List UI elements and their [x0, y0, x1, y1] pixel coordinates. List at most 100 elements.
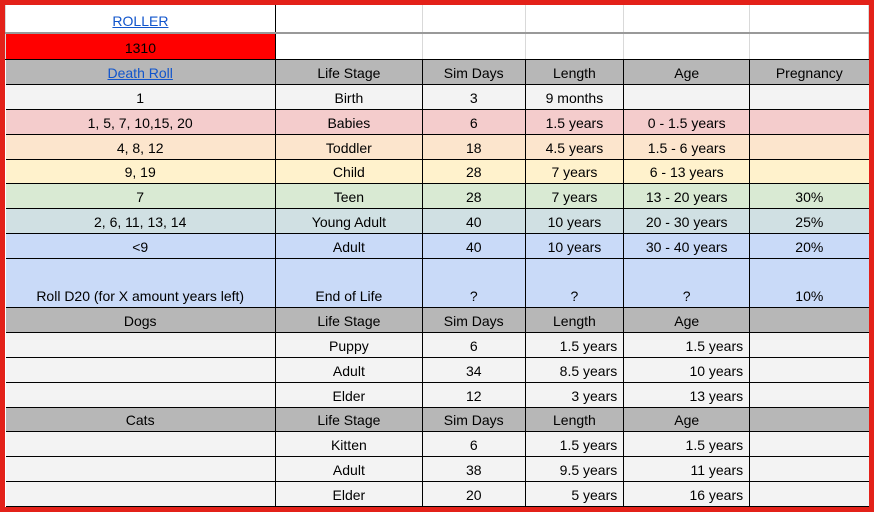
life-stage-cell: Toddler [274, 133, 423, 160]
roll-result-row: 1310 [5, 32, 869, 61]
pregnancy-cell: 10% [749, 257, 869, 309]
length-cell: 7 years [524, 183, 625, 210]
pregnancy-cell: 20% [749, 232, 869, 259]
empty-cell [274, 5, 423, 34]
length-cell: 4.5 years [524, 133, 625, 160]
length-cell: 3 years [524, 381, 625, 408]
dogs-section-title: Dogs [5, 307, 276, 334]
length-cell: 8.5 years [524, 357, 625, 383]
life-stage-header-cell: Life Stage [274, 406, 423, 433]
sim-days-cell: 18 [421, 133, 526, 160]
life-stage-cell: Puppy [274, 332, 423, 359]
life-stage-cell: Babies [274, 108, 423, 135]
empty-cell [749, 406, 869, 433]
sims-row-child: 9, 19 Child 28 7 years 6 - 13 years [5, 158, 869, 185]
life-stage-cell: Kitten [274, 431, 423, 458]
empty-cell [749, 357, 869, 383]
sim-days-cell: 28 [421, 158, 526, 185]
length-cell: 7 years [524, 158, 625, 185]
sims-row-teen: 7 Teen 28 7 years 13 - 20 years 30% [5, 183, 869, 210]
length-header-cell: Length [524, 59, 625, 86]
roller-link[interactable]: ROLLER [112, 12, 169, 29]
age-cell: 13 years [623, 381, 751, 408]
sims-row-adult: <9 Adult 40 10 years 30 - 40 years 20% [5, 232, 869, 259]
pregnancy-header-cell: Pregnancy [749, 59, 869, 86]
death-roll-cell: 2, 6, 11, 13, 14 [5, 208, 276, 234]
sim-days-cell: ? [421, 257, 526, 309]
life-stage-cell: Child [274, 158, 423, 185]
age-header-cell: Age [623, 307, 751, 334]
age-cell [623, 84, 751, 110]
death-roll-cell: 4, 8, 12 [5, 133, 276, 160]
dogs-row-elder: Elder 12 3 years 13 years [5, 381, 869, 408]
life-stage-cell: Teen [274, 183, 423, 210]
sims-row-toddler: 4, 8, 12 Toddler 18 4.5 years 1.5 - 6 ye… [5, 133, 869, 160]
sim-days-cell: 3 [421, 84, 526, 110]
life-stage-header-cell: Life Stage [274, 307, 423, 334]
death-roll-cell: <9 [5, 232, 276, 259]
length-cell: 10 years [524, 208, 625, 234]
length-cell: ? [524, 257, 625, 309]
life-stage-cell: Adult [274, 232, 423, 259]
empty-cell [5, 381, 276, 408]
death-roll-cell: 7 [5, 183, 276, 210]
death-roll-link[interactable]: Death Roll [107, 65, 173, 82]
life-stage-header-cell: Life Stage [274, 59, 423, 86]
empty-cell [623, 32, 751, 61]
age-header-cell: Age [623, 59, 751, 86]
sim-days-cell: 20 [421, 481, 526, 507]
life-stage-table: ROLLER 1310 Death Roll Life Stage Sim Da… [5, 5, 869, 507]
empty-cell [749, 5, 869, 34]
empty-cell [5, 481, 276, 507]
life-stage-cell: Young Adult [274, 208, 423, 234]
empty-cell [5, 456, 276, 483]
cats-row-kitten: Kitten 6 1.5 years 1.5 years [5, 431, 869, 458]
death-roll-cell: 9, 19 [5, 158, 276, 185]
length-header-cell: Length [524, 406, 625, 433]
empty-cell [749, 32, 869, 61]
sim-days-cell: 6 [421, 108, 526, 135]
sim-days-cell: 6 [421, 332, 526, 359]
age-cell: 11 years [623, 456, 751, 483]
empty-cell [421, 32, 526, 61]
age-cell: 0 - 1.5 years [623, 108, 751, 135]
empty-cell [5, 431, 276, 458]
empty-cell [5, 357, 276, 383]
age-cell: 1.5 years [623, 332, 751, 359]
sim-days-cell: 28 [421, 183, 526, 210]
pregnancy-cell: 30% [749, 183, 869, 210]
empty-cell [749, 381, 869, 408]
sim-days-header-cell: Sim Days [421, 307, 526, 334]
empty-cell [749, 431, 869, 458]
empty-cell [749, 481, 869, 507]
sim-days-cell: 40 [421, 232, 526, 259]
dogs-header-row: Dogs Life Stage Sim Days Length Age [5, 307, 869, 334]
life-stage-cell: End of Life [274, 257, 423, 309]
roller-cell: ROLLER [5, 5, 276, 34]
age-cell: 30 - 40 years [623, 232, 751, 259]
age-header-cell: Age [623, 406, 751, 433]
cats-row-elder: Elder 20 5 years 16 years [5, 481, 869, 507]
age-cell: 10 years [623, 357, 751, 383]
death-roll-header-cell: Death Roll [5, 59, 276, 86]
death-roll-cell: Roll D20 (for X amount years left) [5, 257, 276, 309]
pregnancy-cell [749, 84, 869, 110]
sims-row-end-of-life: Roll D20 (for X amount years left) End o… [5, 257, 869, 309]
sims-header-row: Death Roll Life Stage Sim Days Length Ag… [5, 59, 869, 86]
dogs-row-puppy: Puppy 6 1.5 years 1.5 years [5, 332, 869, 359]
life-stage-cell: Birth [274, 84, 423, 110]
cats-header-row: Cats Life Stage Sim Days Length Age [5, 406, 869, 433]
dogs-row-adult: Adult 34 8.5 years 10 years [5, 357, 869, 383]
sim-days-cell: 12 [421, 381, 526, 408]
sims-row-babies: 1, 5, 7, 10,15, 20 Babies 6 1.5 years 0 … [5, 108, 869, 135]
roller-row: ROLLER [5, 5, 869, 34]
life-stage-cell: Elder [274, 381, 423, 408]
life-stage-cell: Adult [274, 357, 423, 383]
age-cell: 20 - 30 years [623, 208, 751, 234]
empty-cell [421, 5, 526, 34]
pregnancy-cell [749, 158, 869, 185]
age-cell: 13 - 20 years [623, 183, 751, 210]
sim-days-header-cell: Sim Days [421, 406, 526, 433]
pregnancy-cell [749, 108, 869, 135]
age-cell: 1.5 years [623, 431, 751, 458]
